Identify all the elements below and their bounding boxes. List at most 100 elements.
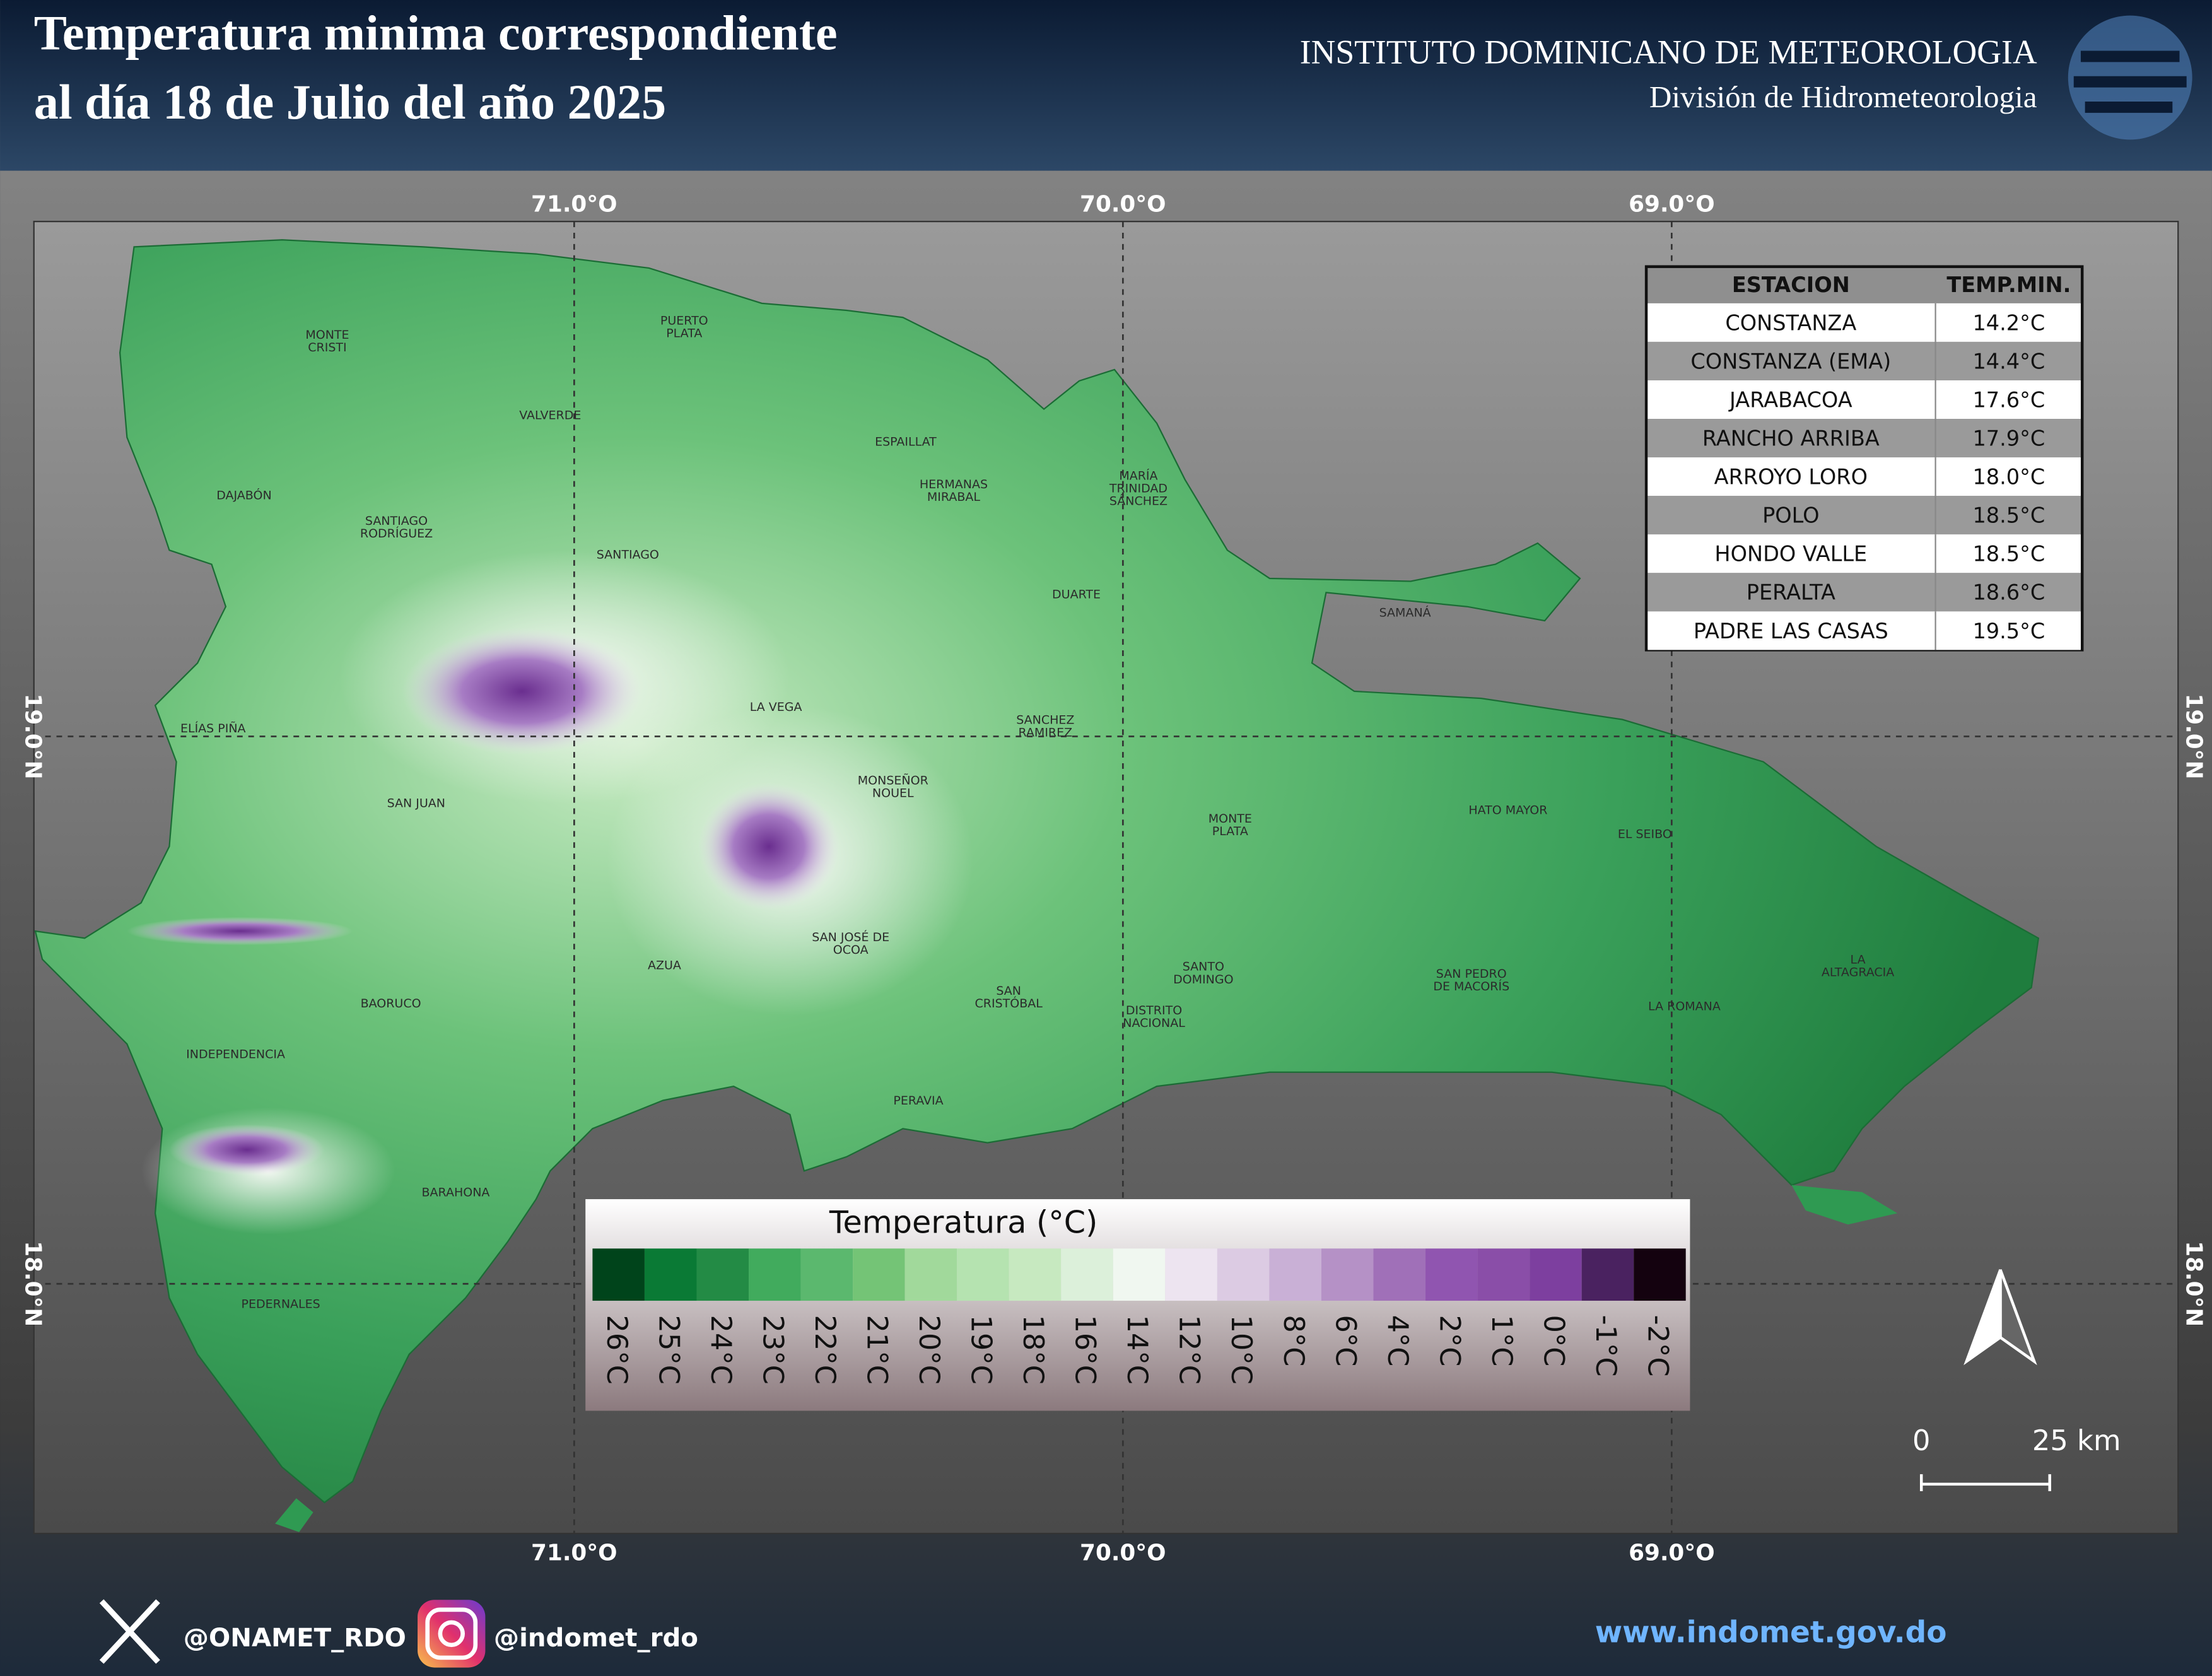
legend-label: 4°C: [1381, 1315, 1415, 1366]
province-label: LA VEGA: [750, 700, 802, 714]
title-line: Temperatura minima correspondiente: [34, 5, 838, 60]
instagram-logo: [418, 1600, 486, 1668]
table-cell: 18.5°C: [1972, 503, 2045, 528]
table-row: [1647, 457, 2081, 496]
table-header: ESTACION: [1732, 272, 1850, 297]
legend-swatch: [904, 1248, 957, 1301]
twitter-handle[interactable]: @ONAMET_RDO: [184, 1624, 406, 1653]
legend-swatch: [1530, 1248, 1582, 1301]
province-label: SANTIAGO: [365, 514, 428, 528]
north-arrow: [1963, 1269, 2037, 1366]
province-label: SAN JUAN: [387, 796, 445, 810]
province-label: SANTO: [1183, 960, 1224, 974]
province-label: ESPAILLAT: [875, 435, 937, 449]
table-cell: 18.5°C: [1972, 542, 2045, 566]
province-label: LA: [1851, 953, 1866, 967]
province-label: PLATA: [1212, 824, 1248, 838]
province-label: ALTAGRACIA: [1822, 966, 1894, 980]
province-label: CRISTI: [308, 341, 346, 355]
legend-swatch: [644, 1248, 697, 1301]
province-label: DISTRITO: [1126, 1004, 1182, 1017]
table-header: TEMP.MIN.: [1946, 272, 2071, 297]
province-label: OCOA: [833, 943, 869, 957]
legend-swatch: [1425, 1248, 1478, 1301]
table-cell: ARROYO LORO: [1714, 465, 1868, 489]
table-cell: 18.0°C: [1972, 465, 2045, 489]
legend-swatch: [1217, 1248, 1270, 1301]
province-label: HERMANAS: [920, 478, 988, 491]
lat-label: 18.0°N: [20, 1241, 45, 1327]
province-label: PERAVIA: [893, 1094, 943, 1108]
table-row: [1647, 534, 2081, 573]
x-logo: [99, 1599, 160, 1664]
table-cell: 18.6°C: [1972, 580, 2045, 605]
lon-label: 71.0°O: [531, 1540, 617, 1566]
province-label: LA ROMANA: [1648, 999, 1721, 1013]
scale-bar: [1919, 1474, 2051, 1492]
legend-label: 23°C: [756, 1315, 790, 1385]
legend-label: 0°C: [1537, 1315, 1571, 1366]
table-cell: CONSTANZA (EMA): [1690, 349, 1891, 373]
legend-label: 25°C: [652, 1315, 686, 1385]
legend-swatch: [1113, 1248, 1166, 1301]
province-label: MONTE: [1208, 812, 1252, 826]
legend-swatch: [1009, 1248, 1062, 1301]
province-label: SANTIAGO: [597, 548, 659, 562]
province-label: AZUA: [648, 958, 681, 972]
province-label: CRISTÓBAL: [975, 995, 1043, 1011]
legend-swatch: [592, 1248, 645, 1301]
table-cell: 19.5°C: [1972, 619, 2045, 643]
lon-label: 70.0°O: [1080, 1540, 1166, 1566]
scale-label: 25 km: [2032, 1424, 2121, 1457]
table-row: [1647, 419, 2081, 458]
legend-swatch: [1165, 1248, 1217, 1301]
province-label: MARÍA: [1119, 468, 1157, 483]
province-label: DE MACORÍS: [1433, 979, 1509, 993]
province-label: PUERTO: [660, 314, 708, 327]
province-label: MIRABAL: [927, 490, 980, 504]
legend-label: 18°C: [1017, 1315, 1050, 1385]
legend-swatch: [1269, 1248, 1321, 1301]
province-label: RAMIREZ: [1019, 725, 1073, 739]
province-label: MONSEÑOR: [858, 773, 928, 788]
legend-title: Temperatura (°C): [829, 1204, 1098, 1241]
lon-label: 69.0°O: [1629, 191, 1715, 217]
province-label: SÁNCHEZ: [1109, 494, 1167, 508]
table-cell: POLO: [1762, 503, 1820, 528]
province-label: NACIONAL: [1123, 1016, 1185, 1030]
table-cell: 14.2°C: [1972, 310, 2045, 335]
institute: INSTITUTO DOMINICANO DE METEOROLOGIA: [1300, 33, 2037, 71]
table-row: [1647, 496, 2081, 535]
land: [34, 239, 2040, 1532]
legend-swatch: [749, 1248, 801, 1301]
legend-label: 1°C: [1485, 1315, 1519, 1366]
table-row: [1647, 303, 2081, 342]
table-cell: 14.4°C: [1972, 349, 2045, 373]
legend-box: [585, 1199, 1690, 1411]
legend-swatch: [696, 1248, 749, 1301]
table-cell: 17.9°C: [1972, 426, 2045, 451]
legend-label: 19°C: [965, 1315, 998, 1385]
province-label: MONTE: [305, 328, 349, 342]
province-label: INDEPENDENCIA: [186, 1047, 285, 1061]
province-label: DAJABÓN: [216, 488, 271, 503]
province-label: NOUEL: [872, 787, 914, 800]
legend-label: 16°C: [1069, 1315, 1103, 1385]
legend-swatch: [1061, 1248, 1113, 1301]
header-band: [0, 0, 2212, 171]
table-row: [1647, 573, 2081, 612]
province-label: DUARTE: [1052, 587, 1101, 601]
website[interactable]: www.indomet.gov.do: [1595, 1615, 1947, 1650]
province-label: SAMANÁ: [1379, 605, 1431, 619]
lon-label: 70.0°O: [1080, 191, 1166, 217]
legend-swatch: [853, 1248, 905, 1301]
legend-label: -2°C: [1642, 1315, 1675, 1376]
legend-swatch: [1634, 1248, 1686, 1301]
legend-label: 10°C: [1225, 1315, 1258, 1385]
instagram-handle[interactable]: @indomet_rdo: [494, 1624, 698, 1653]
legend-swatch: [957, 1248, 1009, 1301]
province-label: DOMINGO: [1173, 973, 1233, 987]
legend-swatch: [1321, 1248, 1374, 1301]
table-row: [1647, 341, 2081, 380]
